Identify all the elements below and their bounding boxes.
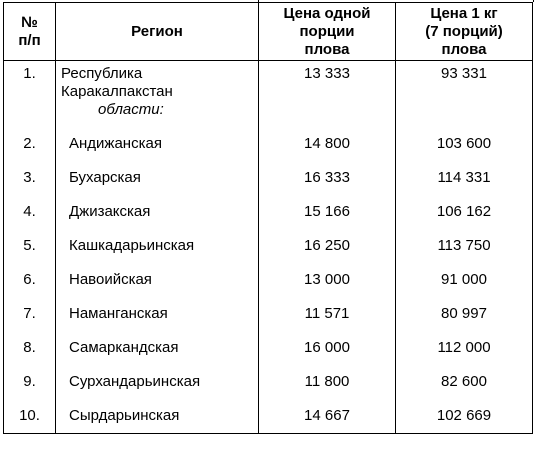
table-row: 6. Навоийская 13 000 91 000 (3, 263, 533, 297)
row-price-kg: 112 000 (395, 331, 533, 365)
row-num: 5. (3, 229, 56, 263)
price-table: № п/п Регион Цена одной порции плова Цен… (3, 2, 533, 434)
row-region: Джизакская (55, 195, 259, 229)
table-row: 9. Сурхандарьинская 11 800 82 600 (3, 365, 533, 399)
header-row: № п/п Регион Цена одной порции плова Цен… (3, 2, 533, 61)
row-num: 4. (3, 195, 56, 229)
row-price-portion: 11 800 (258, 365, 396, 399)
row-num: 7. (3, 297, 56, 331)
row-num: 8. (3, 331, 56, 365)
row-num: 9. (3, 365, 56, 399)
table-row: 3. Бухарская 16 333 114 331 (3, 161, 533, 195)
table-row: 2. Андижанская 14 800 103 600 (3, 127, 533, 161)
row-region: Сырдарьинская (55, 399, 259, 434)
header-price-portion: Цена одной порции плова (258, 2, 396, 61)
subheading: области: (55, 101, 259, 127)
row-num: 3. (3, 161, 56, 195)
row-region: Сурхандарьинская (55, 365, 259, 399)
header-price-kg: Цена 1 кг (7 порций) плова (395, 2, 533, 61)
table-row: 7. Наманганская 11 571 80 997 (3, 297, 533, 331)
row-price-kg: 103 600 (395, 127, 533, 161)
row-region: Наманганская (55, 297, 259, 331)
row-num: 6. (3, 263, 56, 297)
row-num: 10. (3, 399, 56, 434)
row-region: Бухарская (55, 161, 259, 195)
table-row: 1. Республика Каракалпакстан 13 333 93 3… (3, 60, 533, 101)
table-row: 5. Кашкадарьинская 16 250 113 750 (3, 229, 533, 263)
row-price-portion: 14 800 (258, 127, 396, 161)
row-price-portion: 14 667 (258, 399, 396, 434)
row-price-portion: 16 250 (258, 229, 396, 263)
row-price-kg: 91 000 (395, 263, 533, 297)
subheading-row: области: (3, 101, 533, 127)
row-region: Кашкадарьинская (55, 229, 259, 263)
header-region: Регион (55, 2, 259, 61)
row-price-kg: 80 997 (395, 297, 533, 331)
row-region: Андижанская (55, 127, 259, 161)
table-row: 4. Джизакская 15 166 106 162 (3, 195, 533, 229)
row-price-portion: 13 000 (258, 263, 396, 297)
row-price-portion: 15 166 (258, 195, 396, 229)
table-row: 8. Самаркандская 16 000 112 000 (3, 331, 533, 365)
row-price-portion: 13 333 (258, 60, 396, 101)
row-price-kg: 102 669 (395, 399, 533, 434)
row-price-kg: 113 750 (395, 229, 533, 263)
row-region: Навоийская (55, 263, 259, 297)
row-price-kg: 106 162 (395, 195, 533, 229)
row-price-kg: 114 331 (395, 161, 533, 195)
row-region: Республика Каракалпакстан (55, 60, 259, 101)
table-row: 10. Сырдарьинская 14 667 102 669 (3, 399, 533, 434)
row-price-kg: 93 331 (395, 60, 533, 101)
row-num: 1. (3, 60, 56, 101)
row-price-kg: 82 600 (395, 365, 533, 399)
top-border-fragment (258, 0, 534, 2)
row-price-portion: 16 000 (258, 331, 396, 365)
row-price-portion: 11 571 (258, 297, 396, 331)
header-num: № п/п (3, 2, 56, 61)
row-region: Самаркандская (55, 331, 259, 365)
row-num: 2. (3, 127, 56, 161)
row-price-portion: 16 333 (258, 161, 396, 195)
